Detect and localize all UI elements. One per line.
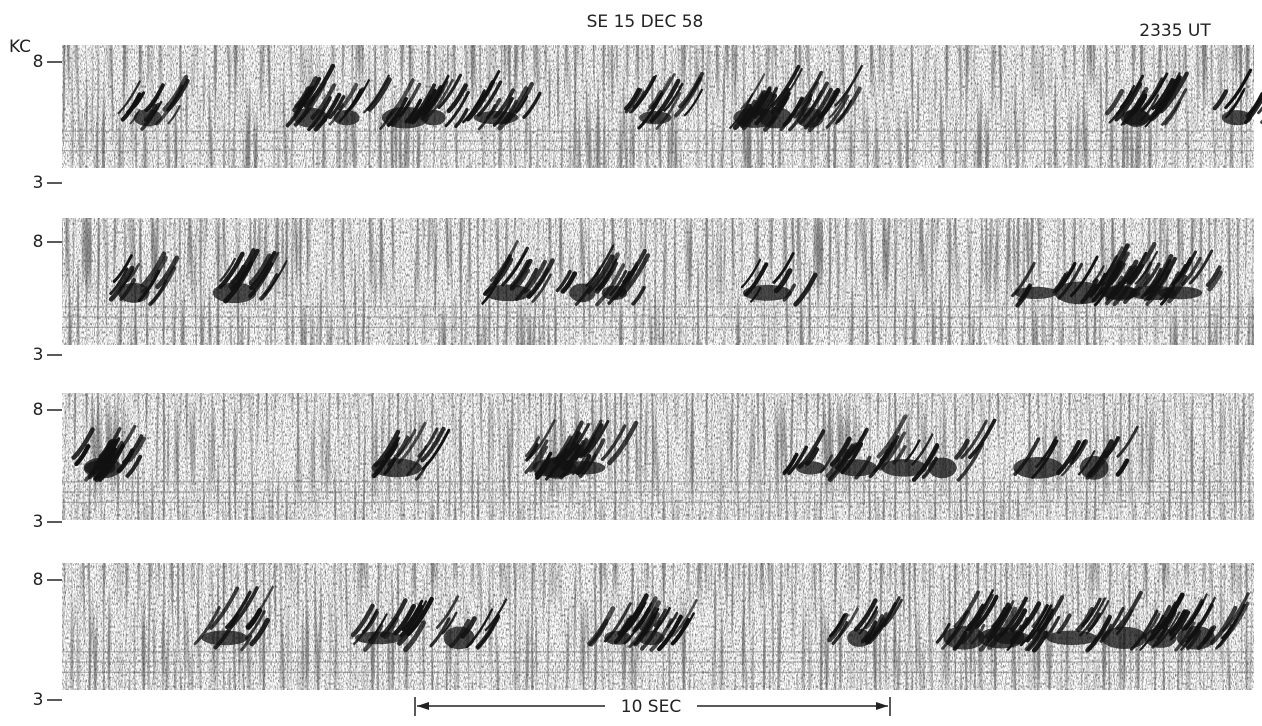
figure-title: SE 15 DEC 58 xyxy=(587,12,704,32)
whistler-core xyxy=(118,283,150,303)
whistler-core xyxy=(134,109,162,126)
whistler-core xyxy=(1144,628,1176,648)
frequency-label: 8 xyxy=(33,52,44,72)
whistler-core xyxy=(1222,110,1252,125)
whistler-core xyxy=(943,626,985,649)
whistler-core xyxy=(532,458,576,477)
spectrogram-strip: 83 xyxy=(33,393,1254,532)
scale-bar: 10 SEC xyxy=(415,697,890,717)
frequency-label: 3 xyxy=(33,690,44,710)
whistler-core xyxy=(639,111,671,124)
unit-label: KC xyxy=(9,37,31,57)
whistler-core xyxy=(294,108,328,128)
spectrogram-strip: 83 xyxy=(33,45,1262,193)
whistler-core xyxy=(474,111,519,124)
whistler-core xyxy=(1124,108,1149,127)
whistler-core xyxy=(743,285,792,301)
whistler-core xyxy=(213,283,257,304)
whistler-core xyxy=(928,458,956,479)
whistler-core xyxy=(444,626,475,649)
whistler-core xyxy=(569,283,595,302)
whistler-core xyxy=(1047,631,1097,646)
whistler-core xyxy=(847,629,871,647)
frequency-label: 8 xyxy=(33,400,44,420)
whistler-core xyxy=(1014,287,1058,299)
whistler-core xyxy=(796,461,825,474)
whistler-core xyxy=(1158,286,1203,299)
spectrogram-strip: 83 xyxy=(33,563,1254,710)
whistler-core xyxy=(994,631,1030,644)
time-label: 2335 UT xyxy=(1139,21,1211,41)
whistler-core xyxy=(1013,457,1063,479)
frequency-label: 3 xyxy=(33,173,44,193)
scale-bar-label: 10 SEC xyxy=(621,697,681,717)
whistler-core xyxy=(604,631,631,645)
whistler-core xyxy=(355,632,403,645)
whistler-core xyxy=(484,285,531,302)
whistler-core xyxy=(382,107,429,129)
spectrogram-strip: 83 xyxy=(33,218,1254,365)
frequency-label: 8 xyxy=(33,232,44,252)
whistler-core xyxy=(1104,285,1137,301)
whistler-core xyxy=(796,108,824,128)
frequency-label: 3 xyxy=(33,345,44,365)
whistler-core xyxy=(837,459,877,476)
whistler-core xyxy=(371,458,421,477)
frequency-label: 8 xyxy=(33,570,44,590)
whistler-core xyxy=(334,110,360,125)
whistler-core xyxy=(201,630,247,645)
whistler-core xyxy=(84,461,115,476)
whistler-core xyxy=(1080,456,1109,480)
frequency-label: 3 xyxy=(33,512,44,532)
spectrogram-streaks xyxy=(62,45,1254,168)
whistler-core xyxy=(759,107,792,129)
